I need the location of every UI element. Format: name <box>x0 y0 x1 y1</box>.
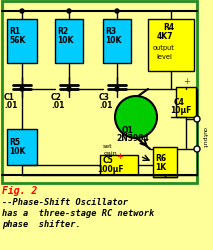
Text: .01: .01 <box>51 100 64 110</box>
Text: 10K: 10K <box>105 36 121 45</box>
Circle shape <box>194 146 200 152</box>
Text: R1: R1 <box>9 27 20 36</box>
Text: R3: R3 <box>105 27 116 36</box>
Text: 2N3904: 2N3904 <box>116 134 149 142</box>
Text: 100µF: 100µF <box>97 164 124 173</box>
Text: C3: C3 <box>99 93 110 102</box>
Text: output: output <box>153 45 175 51</box>
Bar <box>7 20 37 64</box>
Circle shape <box>20 88 24 92</box>
Text: R5: R5 <box>9 138 20 146</box>
Text: .01: .01 <box>4 100 17 110</box>
Bar <box>103 20 131 64</box>
Text: set: set <box>103 144 113 148</box>
Circle shape <box>115 96 157 138</box>
Bar <box>7 130 37 165</box>
Circle shape <box>20 10 24 14</box>
Text: output: output <box>202 126 207 147</box>
Text: 4K7: 4K7 <box>157 32 174 41</box>
Text: C2: C2 <box>51 93 62 102</box>
Text: 56K: 56K <box>9 36 25 45</box>
Text: C5: C5 <box>103 156 114 164</box>
Text: .01: .01 <box>99 100 112 110</box>
Bar <box>2 2 197 183</box>
Bar <box>153 148 177 177</box>
Circle shape <box>115 10 119 14</box>
Text: 1K: 1K <box>155 162 166 171</box>
Bar <box>148 20 194 72</box>
Text: R2: R2 <box>57 27 68 36</box>
Circle shape <box>67 10 71 14</box>
Text: --Phase-Shift Oscillator: --Phase-Shift Oscillator <box>2 197 128 206</box>
Bar <box>100 156 138 175</box>
Text: C1: C1 <box>4 93 15 102</box>
Text: +: + <box>183 77 190 86</box>
Circle shape <box>194 116 200 122</box>
Text: C4: C4 <box>174 98 185 106</box>
Text: gain: gain <box>104 150 118 156</box>
Text: R6: R6 <box>155 154 166 162</box>
Circle shape <box>67 88 71 92</box>
Bar <box>176 88 196 118</box>
Bar <box>55 20 83 64</box>
Circle shape <box>115 88 119 92</box>
Text: 10K: 10K <box>9 146 25 156</box>
Text: R4: R4 <box>163 23 174 32</box>
Text: phase  shifter.: phase shifter. <box>2 219 81 228</box>
Text: Fig. 2: Fig. 2 <box>2 185 37 195</box>
Text: level: level <box>156 54 172 60</box>
Text: 10K: 10K <box>57 36 73 45</box>
Text: has a  three-stage RC network: has a three-stage RC network <box>2 208 154 217</box>
Text: +: + <box>116 152 123 160</box>
Text: Q1: Q1 <box>122 126 134 134</box>
Text: 10µF: 10µF <box>170 106 191 114</box>
